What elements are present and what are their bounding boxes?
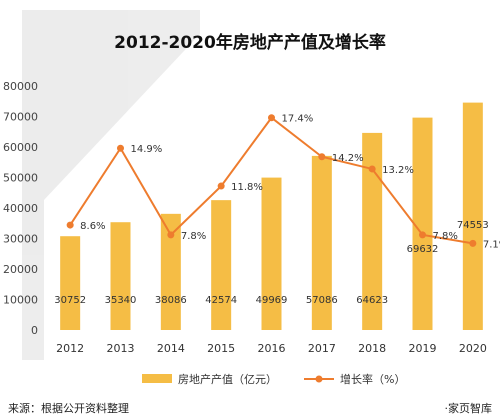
y-tick-label: 0 xyxy=(31,324,38,337)
y-tick-label: 70000 xyxy=(3,111,38,124)
x-tick-label: 2017 xyxy=(308,342,336,355)
bar-value-label: 49969 xyxy=(256,295,288,306)
bar-value-label: 64623 xyxy=(356,295,388,306)
growth-rate-point xyxy=(268,114,275,122)
growth-rate-point xyxy=(66,221,74,229)
growth-rate-label: 13.2% xyxy=(382,165,414,176)
x-tick-label: 2013 xyxy=(107,342,135,355)
y-tick-label: 80000 xyxy=(3,80,38,93)
y-tick-label: 40000 xyxy=(3,202,38,215)
legend-bar-label: 房地产产值（亿元） xyxy=(178,372,277,386)
bar-value-labels: 30752 35340 38086 42574 49969 57086 64623 69632… xyxy=(54,220,488,306)
growth-rate-point xyxy=(217,182,225,190)
x-tick-label: 2014 xyxy=(157,342,185,355)
bar-2020 xyxy=(462,102,483,331)
bar-2014 xyxy=(160,213,181,330)
bar-series xyxy=(60,102,483,331)
growth-rate-label: 14.9% xyxy=(131,144,163,155)
bar-value-label: 57086 xyxy=(306,295,338,306)
growth-rate-label: 7.8% xyxy=(433,231,458,242)
x-tick-label: 2012 xyxy=(56,342,84,355)
growth-rate-point xyxy=(469,239,477,247)
y-tick-label: 20000 xyxy=(3,263,38,276)
growth-rate-point xyxy=(318,153,326,161)
bar-2018 xyxy=(362,132,383,330)
growth-rate-label: 7.8% xyxy=(181,231,206,242)
bar-value-label: 42574 xyxy=(205,295,237,306)
x-tick-label: 2016 xyxy=(258,342,286,355)
growth-rate-point xyxy=(419,231,426,239)
y-tick-label: 10000 xyxy=(3,294,38,307)
growth-rate-label: 14.2% xyxy=(332,153,364,164)
brand-label: ·家页智库 xyxy=(445,401,493,415)
growth-rate-point xyxy=(167,231,175,239)
x-tick-label: 2020 xyxy=(459,342,487,355)
source-note: 来源：根据公开资料整理 xyxy=(8,401,129,415)
growth-rate-label: 8.6% xyxy=(80,221,105,232)
growth-rate-point xyxy=(117,144,124,152)
x-tick-label: 2018 xyxy=(358,342,386,355)
growth-rate-label: 17.4% xyxy=(282,114,314,125)
bar-value-label: 69632 xyxy=(407,244,439,255)
legend-bar-swatch xyxy=(142,374,172,383)
y-tick-label: 30000 xyxy=(3,233,38,246)
bar-2013 xyxy=(110,222,131,330)
bar-value-label: 30752 xyxy=(54,295,86,306)
bar-2015 xyxy=(211,200,232,330)
y-axis: 0 10000 20000 30000 40000 50000 60000 70000 8000… xyxy=(3,80,38,337)
bar-2019 xyxy=(412,117,433,330)
growth-rate-series: 8.6% 14.9% 7.8% 11.8% 17.4% 14.2% 13.2% 7.8% 7.1… xyxy=(66,114,500,250)
bar-2017 xyxy=(311,155,332,330)
bar-value-label: 38086 xyxy=(155,295,187,306)
growth-rate-label: 7.1% xyxy=(483,239,500,250)
legend-line-label: 增长率（%） xyxy=(340,372,405,386)
y-tick-label: 50000 xyxy=(3,172,38,185)
growth-rate-point xyxy=(368,165,376,173)
bar-2016 xyxy=(261,177,282,330)
bar-value-label: 35340 xyxy=(105,295,137,306)
bar-value-label: 74553 xyxy=(457,220,489,231)
legend: 房地产产值（亿元） 增长率（%） xyxy=(142,372,405,386)
watermark xyxy=(22,10,200,360)
x-axis: 2012 2013 2014 2015 2016 2017 2018 2019 2020 xyxy=(56,342,487,355)
chart-title: 2012-2020年房地产产值及增长率 xyxy=(114,32,386,53)
y-tick-label: 60000 xyxy=(3,141,38,154)
growth-rate-label: 11.8% xyxy=(231,182,263,193)
bar-2012 xyxy=(60,236,81,330)
x-tick-label: 2015 xyxy=(207,342,235,355)
x-tick-label: 2019 xyxy=(409,342,437,355)
legend-line-marker xyxy=(315,375,323,383)
